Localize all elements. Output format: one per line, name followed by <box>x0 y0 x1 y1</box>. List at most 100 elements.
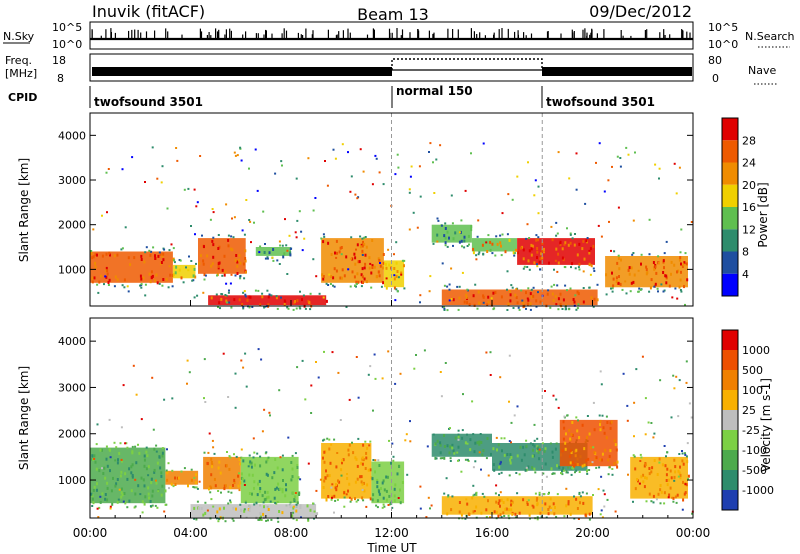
power-cell <box>625 146 628 149</box>
power-cell <box>645 265 648 269</box>
velocity-cell <box>126 477 129 481</box>
velocity-cell <box>577 419 579 422</box>
velocity-cell <box>240 472 243 476</box>
power-cell <box>266 256 269 259</box>
power-cell <box>660 283 663 286</box>
velocity-cell <box>542 472 545 475</box>
power-cell <box>464 189 467 192</box>
power-cell <box>354 193 357 196</box>
velocity-cell <box>274 458 277 461</box>
power-cell <box>474 283 477 286</box>
power-cell <box>393 274 396 277</box>
power-cell <box>536 263 538 266</box>
power-cell <box>588 263 591 267</box>
freq-label: Freq. <box>5 54 32 67</box>
power-cell <box>199 254 202 258</box>
power-cell <box>656 287 659 290</box>
velocity-cell <box>261 494 264 498</box>
power-cell <box>144 294 147 297</box>
power-cell <box>448 288 451 291</box>
velocity-cell <box>665 479 668 482</box>
power-colorbar-tick: 28 <box>742 134 756 147</box>
power-cell <box>613 250 616 253</box>
power-cell <box>637 269 640 272</box>
velocity-cell <box>124 442 127 445</box>
velocity-cell <box>248 473 251 477</box>
velocity-cell <box>134 492 137 496</box>
velocity-cell <box>253 486 255 490</box>
velocity-cell <box>91 497 94 501</box>
velocity-region <box>165 470 199 485</box>
velocity-cell <box>599 513 602 516</box>
power-cell <box>365 245 368 249</box>
velocity-cell <box>135 461 138 465</box>
velocity-cell <box>216 510 219 514</box>
power-cell <box>187 269 190 272</box>
power-cell <box>161 254 164 258</box>
velocity-cell <box>131 474 134 477</box>
velocity-cell <box>274 487 277 491</box>
velocity-cell <box>148 496 150 500</box>
velocity-cell <box>691 512 694 515</box>
power-cell <box>242 262 245 266</box>
velocity-cell <box>233 481 236 484</box>
power-cell <box>403 287 406 290</box>
velocity-cell <box>382 479 385 483</box>
power-cell <box>299 290 301 293</box>
power-cell <box>225 282 228 285</box>
velocity-cell <box>652 436 655 439</box>
power-cell <box>501 212 504 215</box>
power-cell <box>537 236 540 239</box>
velocity-cell <box>552 502 555 506</box>
power-cell <box>658 167 661 170</box>
velocity-cell <box>155 481 158 485</box>
velocity-region <box>431 433 492 457</box>
velocity-cell <box>547 508 550 511</box>
power-cell <box>108 278 111 282</box>
power-cell <box>668 284 671 288</box>
velocity-cell <box>638 482 641 485</box>
velocity-cell <box>606 421 609 424</box>
power-cell <box>627 153 630 156</box>
power-cell <box>676 297 679 300</box>
velocity-cell <box>357 396 360 399</box>
velocity-cell <box>525 466 528 469</box>
velocity-cell <box>684 452 686 455</box>
velocity-cell <box>673 479 676 482</box>
velocity-cell <box>498 472 501 475</box>
velocity-cell <box>390 461 392 465</box>
velocity-cell <box>194 481 197 485</box>
velocity-cell <box>239 503 242 506</box>
power-cell <box>555 221 558 224</box>
velocity-cell <box>262 501 265 504</box>
power-cell <box>150 250 153 253</box>
power-cell <box>568 177 571 180</box>
power-cell <box>156 177 159 180</box>
velocity-cell <box>575 448 578 452</box>
power-cell <box>664 274 667 278</box>
power-cell <box>537 212 540 215</box>
velocity-cell <box>440 395 443 398</box>
power-cell <box>444 241 447 245</box>
velocity-cell <box>333 494 336 498</box>
velocity-cell <box>592 401 595 404</box>
power-cell <box>556 270 559 273</box>
velocity-cell <box>564 441 567 445</box>
velocity-cell <box>489 516 491 519</box>
power-cell <box>446 309 449 312</box>
power-cell <box>121 284 124 287</box>
velocity-cell <box>543 449 546 453</box>
velocity-cell <box>349 496 351 499</box>
velocity-cell <box>677 475 680 478</box>
power-cell <box>452 298 455 302</box>
power-cell <box>274 172 277 175</box>
velocity-cell <box>498 465 501 469</box>
power-cell <box>216 274 218 277</box>
power-cell <box>631 253 634 256</box>
power-cell <box>553 283 556 286</box>
power-cell <box>531 295 533 299</box>
power-cell <box>140 286 143 289</box>
power-cell <box>244 295 247 298</box>
power-cell <box>295 236 298 239</box>
velocity-cell <box>588 512 591 516</box>
